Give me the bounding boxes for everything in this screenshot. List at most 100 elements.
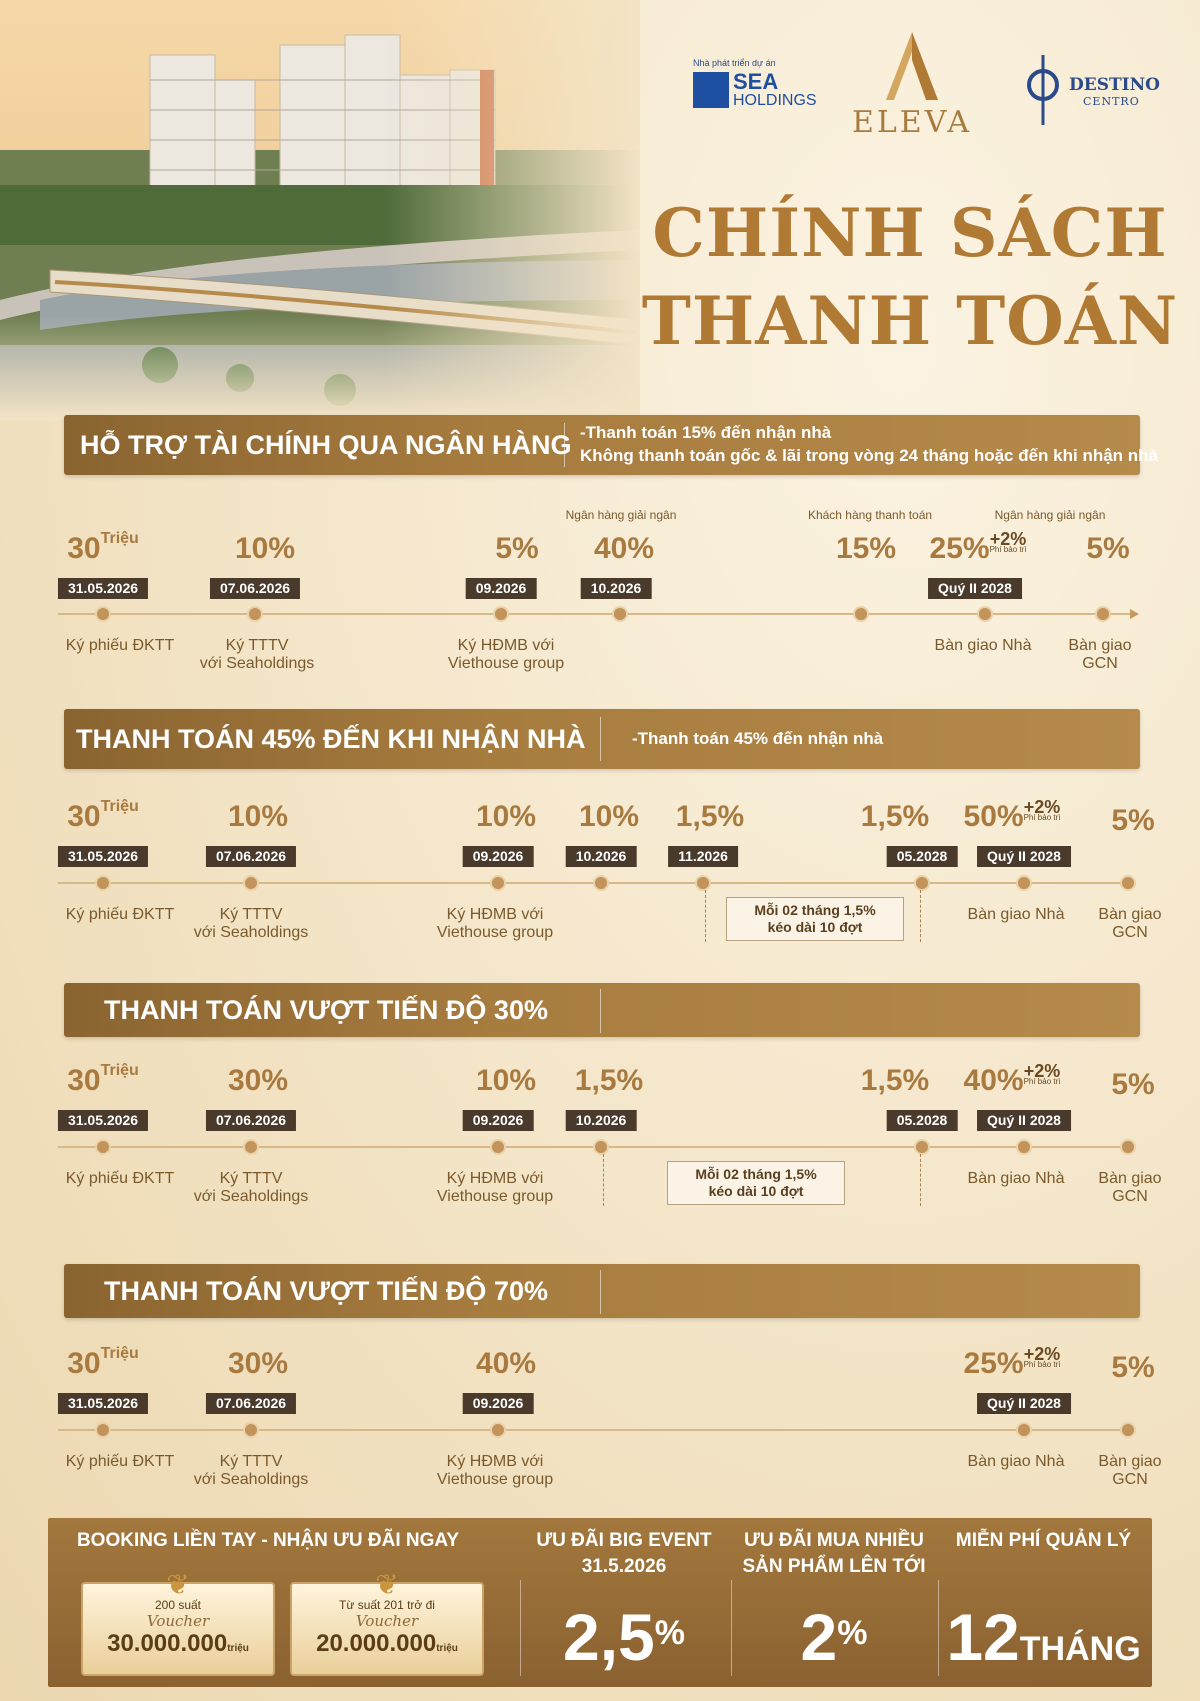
timeline-dot	[593, 875, 609, 891]
timeline-dot	[95, 1139, 111, 1155]
timeline-line	[58, 1429, 1133, 1431]
multi-purchase-heading: ƯU ĐÃI MUA NHIỀU SẢN PHẨM LÊN TỚI	[742, 1530, 926, 1577]
milestone-percent: 5%	[1086, 532, 1130, 565]
multi-purchase-value: 2%	[800, 1600, 868, 1674]
milestone-label: Ký TTTV với Seaholdings	[199, 637, 315, 672]
eleva-triangle-icon	[886, 32, 938, 100]
milestone-percent: 15%	[835, 532, 897, 565]
section-heading: HỖ TRỢ TÀI CHÍNH QUA NGÂN HÀNG	[80, 430, 572, 460]
milestone-percent: 5%	[1111, 804, 1155, 837]
section-bar-advance-30: THANH TOÁN VƯỢT TIẾN ĐỘ 30%	[64, 983, 1140, 1037]
milestone-date: Quý II 2028	[928, 578, 1022, 599]
milestone-amount: 30Triệu	[67, 1062, 139, 1097]
sea-logo-text: SEA	[733, 69, 779, 94]
milestone-percent: 10%	[227, 800, 289, 833]
sea-mark-icon	[693, 72, 729, 108]
destino-logo-text: DESTINO	[1069, 75, 1160, 95]
timeline-dot	[95, 875, 111, 891]
milestone-percent-plus: 25%+2% Phí bảo trì	[963, 1344, 1061, 1380]
milestone-date: 07.06.2026	[205, 846, 297, 867]
big-event-value: 2,5%	[563, 1600, 685, 1674]
milestone-label: Ký TTTV với Seaholdings	[193, 1453, 309, 1488]
arrow-right-icon	[1130, 609, 1139, 619]
milestone-percent: 10%	[475, 1064, 537, 1097]
milestone-date: 09.2026	[462, 846, 534, 867]
section-heading: THANH TOÁN 45% ĐẾN KHI NHẬN NHÀ	[76, 724, 586, 754]
milestone-date: 05.2028	[886, 1110, 958, 1131]
milestone-date: 10.2026	[565, 1110, 637, 1131]
range-marker	[920, 890, 921, 942]
milestone-label: Bàn giao GCN	[1098, 906, 1162, 941]
bar-divider	[564, 423, 565, 467]
page-title-line1: CHÍNH SÁCH	[652, 194, 1168, 272]
milestone-label: Ký HĐMB với Viethouse group	[447, 637, 565, 672]
voucher-label: Voucher	[355, 1612, 419, 1630]
milestone-amount: 30Triệu	[67, 798, 139, 833]
sea-holdings-logo: Nhà phát triển dự án SEA HOLDINGS	[693, 58, 833, 128]
milestone-label: Bàn giao GCN	[1098, 1453, 1162, 1488]
section-desc-line1: -Thanh toán 45% đến nhận nhà	[632, 729, 884, 748]
timeline-dot	[1120, 875, 1136, 891]
booking-heading: BOOKING LIỀN TAY - NHẬN ƯU ĐÃI NGAY	[76, 1530, 460, 1551]
milestone-percent: 30%	[227, 1064, 289, 1097]
milestone-label: Bàn giao Nhà	[967, 906, 1065, 923]
section-heading: THANH TOÁN VƯỢT TIẾN ĐỘ 70%	[104, 1276, 548, 1306]
developer-tagline: Nhà phát triển dự án	[693, 58, 776, 68]
centro-logo-text: CENTRO	[1083, 95, 1140, 108]
milestone-date: 10.2026	[580, 578, 652, 599]
milestone-note: Ngân hàng giải ngân	[994, 508, 1106, 522]
milestone-percent: 5%	[1111, 1068, 1155, 1101]
milestone-percent: 5%	[495, 532, 539, 565]
timeline-dot	[95, 606, 111, 622]
milestone-date: 07.06.2026	[205, 1110, 297, 1131]
section-heading: THANH TOÁN VƯỢT TIẾN ĐỘ 30%	[104, 995, 548, 1025]
milestone-percent: 1,5%	[860, 1064, 930, 1097]
milestone-date: 05.2028	[886, 846, 958, 867]
promotion-footer: BOOKING LIỀN TAY - NHẬN ƯU ĐÃI NGAY ❦ 20…	[48, 1518, 1152, 1687]
milestone-note: Khách hàng thanh toán	[807, 508, 933, 522]
voucher-amount: 20.000.000triệu	[316, 1630, 458, 1657]
timeline-dot	[1016, 1139, 1032, 1155]
milestone-percent: 30%	[227, 1347, 289, 1380]
voucher-card: ❦ 200 suất Voucher 30.000.000triệu	[81, 1569, 275, 1676]
timeline-pay-45: 30Triệu 10% 10% 10% 1,5% 1,5% 50%+2% Phí …	[57, 797, 1162, 970]
timeline-dot	[977, 606, 993, 622]
timeline-dot	[243, 1422, 259, 1438]
installment-note-box: Mỗi 02 tháng 1,5% kéo dài 10 đợt	[667, 1161, 845, 1205]
timeline-dot	[490, 1422, 506, 1438]
milestone-label: Ký phiếu ĐKTT	[65, 637, 175, 654]
milestone-label: Ký TTTV với Seaholdings	[193, 906, 309, 941]
milestone-date: 31.05.2026	[57, 578, 149, 599]
bar-divider	[600, 989, 601, 1033]
milestone-label: Bàn giao Nhà	[934, 637, 1032, 654]
timeline-dot	[914, 1139, 930, 1155]
milestone-percent-plus: 50%+2% Phí bảo trì	[963, 797, 1061, 833]
timeline-dot	[1095, 606, 1111, 622]
timeline-advance-30: 30Triệu 30% 10% 1,5% 1,5% 40%+2% Phí bảo …	[57, 1062, 1162, 1234]
voucher-quota: 200 suất	[154, 1598, 202, 1612]
timeline-dot	[247, 606, 263, 622]
range-marker	[920, 1154, 921, 1206]
holdings-logo-text: HOLDINGS	[733, 92, 817, 109]
milestone-label: Ký phiếu ĐKTT	[65, 1170, 175, 1187]
milestone-date: 07.06.2026	[205, 1393, 297, 1414]
timeline-dot	[490, 875, 506, 891]
milestone-date: 31.05.2026	[57, 1110, 149, 1131]
milestone-date: 31.05.2026	[57, 1393, 149, 1414]
eleva-logo-text: ELEVA	[851, 105, 972, 140]
timeline-dot	[1016, 875, 1032, 891]
milestone-label: Ký HĐMB với Viethouse group	[436, 1453, 554, 1488]
milestone-date: 11.2026	[668, 846, 738, 867]
timeline-dot	[695, 875, 711, 891]
voucher-quota: Từ suất 201 trở đi	[339, 1598, 435, 1612]
milestone-date: 09.2026	[462, 1393, 534, 1414]
timeline-dot	[1016, 1422, 1032, 1438]
timeline-dot	[612, 606, 628, 622]
timeline-dot	[95, 1422, 111, 1438]
destino-logo: DESTINO CENTRO	[1025, 55, 1170, 125]
section-bar-pay-45: THANH TOÁN 45% ĐẾN KHI NHẬN NHÀ -Thanh t…	[64, 709, 1140, 769]
milestone-percent: 1,5%	[574, 1064, 644, 1097]
milestone-label: Bàn giao GCN	[1068, 637, 1132, 672]
timeline-dot	[1120, 1422, 1136, 1438]
timeline-advance-70: 30Triệu 30% 40% 25%+2% Phí bảo trì 5% 31.…	[57, 1344, 1162, 1517]
